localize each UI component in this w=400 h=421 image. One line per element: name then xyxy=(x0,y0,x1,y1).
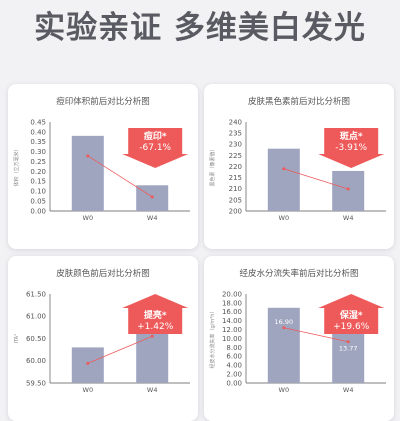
y-tick-label: 18.00 xyxy=(222,299,242,307)
trend-point xyxy=(150,334,154,338)
y-tick-label: 0.20 xyxy=(30,168,46,176)
chart-title: 痘印体积前后对比分析图 xyxy=(56,96,150,107)
badge-delta: +19.6% xyxy=(333,322,370,332)
y-tick-label: 0.45 xyxy=(30,118,46,126)
y-tick-label: 205 xyxy=(229,196,242,204)
chart-panel-melanin: 皮肤黑色素前后对比分析图黑色素（像素值） 240 235 230 225 220 215 21… xyxy=(204,84,394,249)
change-badge: 斑点*-3.91% xyxy=(318,128,385,168)
badge-delta: -67.1% xyxy=(139,143,171,153)
badge-name: 斑点* xyxy=(340,130,363,142)
x-tick-label: W0 xyxy=(83,214,94,222)
x-tick-label: W4 xyxy=(343,386,354,394)
y-axis-label: 黑色素（像素值） xyxy=(209,146,216,186)
y-tick-label: 240 xyxy=(229,118,242,126)
trend-point xyxy=(150,195,154,199)
trend-line xyxy=(283,327,349,343)
badge-name: 保湿* xyxy=(339,309,363,321)
chart-panel-tewl: 经皮水分流失率前后对比分析图 经皮水分流失率（g/m²h） 20.00 18.00 16… xyxy=(204,256,394,421)
chart-title: 经皮水分流失率前后对比分析图 xyxy=(239,268,358,279)
arrow-up-icon xyxy=(122,294,189,334)
y-tick-label: 210 xyxy=(229,185,242,193)
y-axis-label: ITA° xyxy=(14,333,20,344)
y-tick-label: 20.00 xyxy=(222,290,242,298)
chart-title: 皮肤黑色素前后对比分析图 xyxy=(248,96,350,107)
y-tick-label: 60.00 xyxy=(26,357,46,365)
x-tick-label: W4 xyxy=(343,214,354,222)
change-badge: 提亮*+1.42% xyxy=(122,294,189,334)
y-tick-label: 6.00 xyxy=(226,353,242,361)
change-badge: 痘印*-67.1% xyxy=(122,128,189,168)
y-tick-label: 8.00 xyxy=(226,344,242,352)
badge-name: 提亮* xyxy=(144,309,167,321)
y-tick-label: 0.00 xyxy=(30,207,46,215)
arrow-up-icon xyxy=(318,294,385,334)
y-tick-label: 230 xyxy=(229,141,242,149)
y-tick-label: 60.50 xyxy=(26,335,46,343)
arrow-down-icon xyxy=(318,128,385,168)
chart-tewl: 经皮水分流失率前后对比分析图经皮水分流失率（g/m²h）20.0018.0016… xyxy=(209,268,386,394)
y-tick-label: 4.00 xyxy=(226,362,242,370)
trend-point xyxy=(86,154,90,158)
y-tick-label: 10.00 xyxy=(222,335,242,343)
y-tick-label: 225 xyxy=(229,152,242,160)
x-tick-label: W0 xyxy=(279,386,290,394)
y-tick-label: 0.25 xyxy=(30,158,46,166)
trend-line xyxy=(87,335,153,364)
x-tick-label: W4 xyxy=(147,386,158,394)
trend-point xyxy=(282,167,286,171)
x-tick-label: W0 xyxy=(83,386,94,394)
y-tick-label: 215 xyxy=(229,174,242,182)
value-label: 16.90 xyxy=(274,318,293,326)
trend-point xyxy=(346,187,350,191)
chart-skin-color: 皮肤颜色前后对比分析图 ITA° 61.50 61.00 60.50 60.00 59.50… xyxy=(14,268,190,394)
headline: 实验亲证 多维美白发光 xyxy=(34,10,366,46)
y-tick-label: 61.00 xyxy=(26,313,46,321)
trend-point xyxy=(86,361,90,365)
bar-w0 xyxy=(71,347,104,383)
y-tick-label: 12.00 xyxy=(222,326,242,334)
y-tick-label: 0.35 xyxy=(30,138,46,146)
y-tick-label: 0.40 xyxy=(30,128,46,136)
y-tick-label: 61.50 xyxy=(26,290,46,298)
y-tick-label: 0.05 xyxy=(30,198,46,206)
trend-line xyxy=(87,155,153,198)
y-tick-label: 16.00 xyxy=(222,308,242,316)
y-tick-label: 2.00 xyxy=(226,371,242,379)
y-axis-label: 体积（立方毫米） xyxy=(13,146,20,186)
bar-w0 xyxy=(267,148,300,211)
y-tick-label: 200 xyxy=(229,207,242,215)
chart-title: 皮肤颜色前后对比分析图 xyxy=(56,268,150,279)
chart-panel-skin-color: 皮肤颜色前后对比分析图 ITA° 61.50 61.00 60.50 60.00 59.50… xyxy=(8,256,198,421)
y-tick-label: 0.15 xyxy=(30,178,46,186)
y-tick-label: 14.00 xyxy=(222,317,242,325)
arrow-down-icon xyxy=(122,128,189,168)
value-label: 13.77 xyxy=(339,345,358,353)
trend-line xyxy=(283,168,349,190)
badge-delta: +1.42% xyxy=(137,322,174,332)
y-tick-label: 0.30 xyxy=(30,148,46,156)
change-badge: 保湿*+19.6% xyxy=(318,294,385,334)
y-tick-label: 235 xyxy=(229,130,242,138)
trend-point xyxy=(346,340,350,344)
y-tick-label: 0.10 xyxy=(30,188,46,196)
bar-w0 xyxy=(267,307,300,383)
chart-panel-acne-mark-volume: 痘印体积前后对比分析图体积（立方毫米） 0.45 0.40 0.35 0.30 0.25 0… xyxy=(8,84,198,249)
y-tick-label: 0.00 xyxy=(226,379,242,387)
y-tick-label: 220 xyxy=(229,163,242,171)
x-tick-label: W4 xyxy=(147,214,158,222)
bar-w4 xyxy=(332,170,365,211)
trend-point xyxy=(282,326,286,330)
badge-name: 痘印* xyxy=(144,130,167,142)
badge-delta: -3.91% xyxy=(335,143,367,153)
y-tick-label: 59.50 xyxy=(26,379,46,387)
bar-w0 xyxy=(71,135,104,211)
y-axis-label: 经皮水分流失率（g/m²h） xyxy=(209,309,216,369)
x-tick-label: W0 xyxy=(279,214,290,222)
